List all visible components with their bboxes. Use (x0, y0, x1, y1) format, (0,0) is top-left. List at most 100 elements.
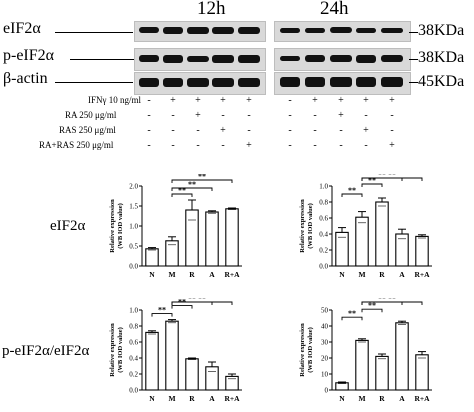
treatment-mark: - (171, 140, 175, 151)
blot-band (381, 28, 403, 33)
y-tick-label: 2.0 (129, 183, 138, 191)
blot-row-label-beta-actin: β-actin (3, 70, 48, 87)
y-tick-label: 10 (321, 371, 329, 379)
significance-label: ** (388, 174, 396, 179)
treatment-mark: - (288, 140, 292, 151)
significance-label: ** (378, 174, 386, 179)
y-axis-label: (WB IOD value) (307, 327, 314, 373)
bar-r (375, 201, 389, 267)
treatment-mark: - (313, 140, 317, 151)
blot-band (212, 55, 234, 63)
bar-n (145, 248, 159, 267)
y-axis-label: Relative expression (299, 323, 306, 377)
x-tick-label: M (358, 394, 365, 403)
significance-bracket (341, 193, 363, 197)
y-axis-label: (WB IOD value) (117, 327, 124, 373)
kda-pointer-line (409, 32, 418, 33)
bar-m (355, 216, 369, 267)
kda-pointer-line (409, 59, 418, 60)
y-tick-label: 0.5 (129, 243, 138, 251)
y-tick-label: 0.2 (129, 371, 138, 379)
y-tick-label: 50 (321, 307, 329, 315)
significance-label: ** (158, 306, 166, 315)
significance-bracket (341, 316, 363, 321)
treatment-mark: - (221, 110, 225, 121)
treatment-mark: - (339, 125, 343, 136)
blot-band (305, 55, 325, 62)
y-axis-label: (WB IOD value) (117, 203, 124, 249)
significance-bracket (171, 305, 193, 309)
x-tick-label: R (189, 394, 195, 403)
treatment-mark: + (389, 95, 395, 106)
bar-r (185, 209, 199, 267)
blot-band (238, 55, 260, 63)
significance-label: ** (178, 186, 186, 195)
blot-band (305, 28, 325, 33)
treatment-mark: - (147, 140, 151, 151)
bar-chart-p-eif2a-12h: 0.0 0.2 0.4 0.6 0.8 1.0 Relative expression (WB… (109, 298, 242, 403)
y-tick-label: 1.5 (129, 203, 138, 211)
treatment-mark: + (312, 95, 318, 106)
bar-r (185, 358, 199, 391)
x-tick-label: A (399, 270, 405, 279)
bar-r-plus-a (415, 354, 429, 391)
y-axis-label: Relative expression (109, 323, 116, 377)
treatment-mark: - (364, 110, 368, 121)
significance-bracket (361, 301, 423, 305)
blot-band (330, 77, 352, 87)
row-title-eif2a: eIF2α (50, 218, 86, 234)
kda-pointer-line (409, 82, 418, 83)
blot-pointer-line (55, 32, 133, 33)
bar-chart-p-eif2a-24h: 0 10 20 30 40 50 Relative expression (WB IOD va… (299, 298, 432, 403)
bar-a (205, 366, 219, 391)
kda-label-p-eif2a: 38KDa (418, 49, 465, 66)
blot-band (139, 55, 159, 62)
treatment-mark: - (339, 140, 343, 151)
blot-band (163, 78, 183, 87)
y-tick-label: 1.0 (129, 307, 138, 315)
treatment-mark: - (171, 110, 175, 121)
treatment-mark: + (220, 95, 226, 106)
treatment-mark: - (390, 125, 394, 136)
x-tick-label: R+A (224, 270, 240, 279)
x-tick-label: R+A (414, 394, 430, 403)
y-tick-label: 0.4 (129, 355, 138, 363)
blot-band (139, 27, 159, 33)
treatment-mark: + (338, 110, 344, 121)
treatment-mark: - (288, 125, 292, 136)
significance-label: ** (348, 309, 356, 318)
blot-band (356, 77, 376, 87)
blot-band (305, 77, 325, 87)
kda-label-actin: 45KDa (418, 73, 465, 90)
treatment-mark: - (147, 95, 151, 106)
treatment-label-ifn: IFNγ 10 ng/ml (88, 95, 141, 105)
treatment-mark: - (390, 110, 394, 121)
x-tick-label: N (339, 270, 345, 279)
significance-label: ** (348, 186, 356, 195)
y-axis-label: Relative expression (299, 199, 306, 253)
x-tick-label: R+A (414, 270, 430, 279)
bar-n (145, 331, 159, 391)
treatment-mark: + (195, 110, 201, 121)
x-tick-label: A (209, 394, 215, 403)
blot-band (381, 55, 403, 62)
blot-band (280, 28, 300, 33)
y-axis-label: (WB IOD value) (307, 203, 314, 249)
treatment-mark: - (221, 140, 225, 151)
bar-r-plus-a (225, 208, 239, 267)
significance-bracket (171, 193, 193, 197)
treatment-label-ra-ras: RA+RAS 250 μg/ml (39, 140, 114, 150)
blot-row-label-eif2a: eIF2α (3, 20, 41, 37)
blot-row-label-p-eif2a: p-eIF2α (3, 47, 55, 64)
treatment-mark: + (170, 95, 176, 106)
y-tick-label: 0.8 (319, 199, 328, 207)
blot-band (212, 27, 234, 34)
treatment-mark: - (288, 95, 292, 106)
treatment-label-ras: RAS 250 μg/ml (59, 125, 116, 135)
treatment-mark: - (147, 110, 151, 121)
blot-band (356, 55, 376, 63)
treatment-mark: - (364, 140, 368, 151)
significance-bracket (361, 308, 383, 313)
treatment-label-ra: RA 250 μg/ml (65, 110, 117, 120)
blot-band (212, 78, 234, 87)
